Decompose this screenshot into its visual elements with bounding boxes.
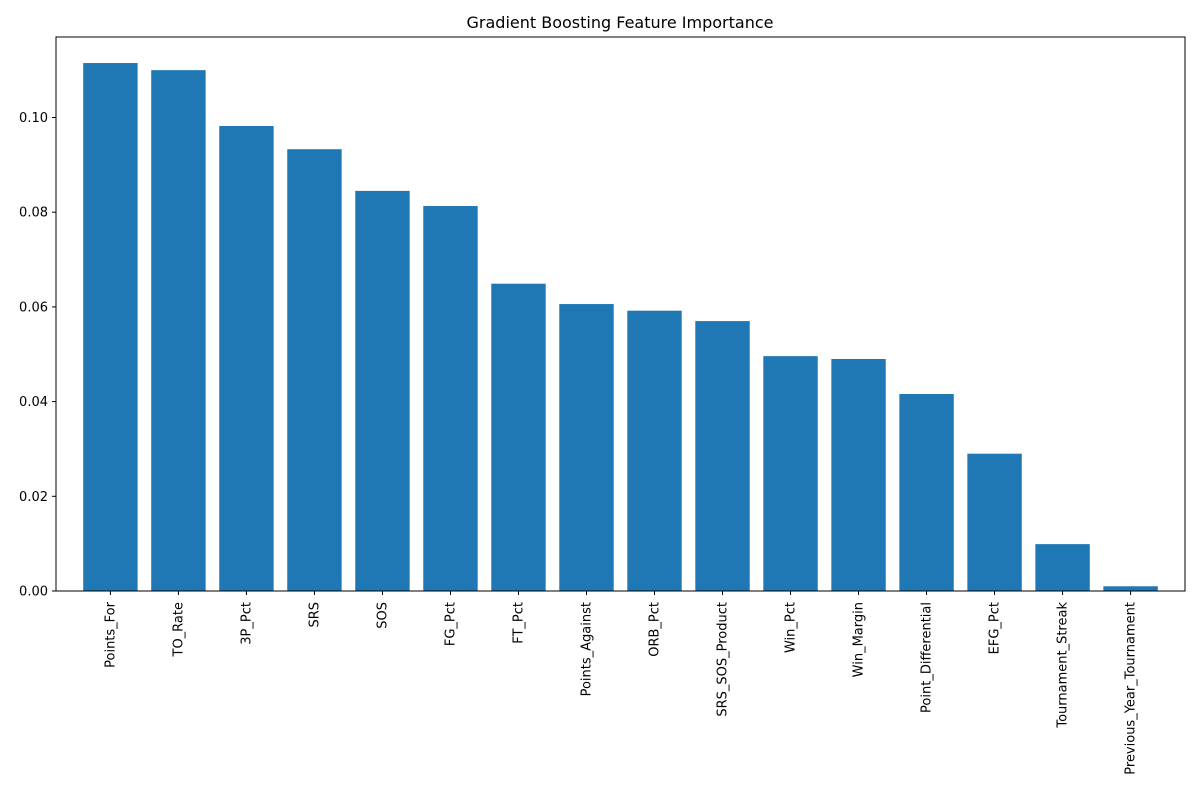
bars-layer xyxy=(83,63,1158,592)
y-tick-label: 0.02 xyxy=(19,490,48,505)
bar-3p-pct xyxy=(219,126,274,592)
x-tick-label: EFG_Pct xyxy=(988,602,1003,654)
y-tick-label: 0.08 xyxy=(19,206,48,221)
bar-fg-pct xyxy=(423,206,478,592)
x-tick-label: FG_Pct xyxy=(443,602,458,646)
x-tick-label: FT_Pct xyxy=(511,602,526,644)
chart-title: Gradient Boosting Feature Importance xyxy=(467,13,774,32)
x-tick-label: ORB_Pct xyxy=(648,602,663,657)
x-tick-label: Point_Differential xyxy=(920,602,935,713)
x-tick-label: Tournament_Streak xyxy=(1056,602,1071,729)
y-tick-label: 0.00 xyxy=(19,585,48,600)
bar-points-for xyxy=(83,63,138,592)
bar-points-against xyxy=(559,304,614,591)
bar-win-margin xyxy=(831,358,886,591)
x-tick-label: SRS_SOS_Product xyxy=(716,602,731,717)
bar-ft-pct xyxy=(491,283,546,591)
x-tick-label: SRS xyxy=(307,602,322,628)
bar-efg-pct xyxy=(967,453,1022,591)
x-tick-label: TO_Rate xyxy=(171,602,186,657)
y-axis: 0.00 0.02 0.04 0.06 0.08 0.10 xyxy=(19,111,56,600)
plot-frame xyxy=(55,36,1186,592)
x-tick-label: Points_Against xyxy=(579,602,594,696)
bar-point-differential xyxy=(899,394,954,591)
bar-to-rate xyxy=(151,70,206,591)
bar-sos xyxy=(355,190,410,591)
y-tick-label: 0.10 xyxy=(19,111,48,126)
y-tick-label: 0.06 xyxy=(19,300,48,315)
x-axis: Points_For TO_Rate 3P_Pct SRS SOS FG_Pct FT_Pc… xyxy=(103,591,1139,775)
x-tick-label: Points_For xyxy=(103,601,118,668)
x-tick-label: Previous_Year_Tournament xyxy=(1124,602,1139,775)
x-tick-label: Win_Margin xyxy=(852,602,867,677)
bar-srs-sos-product xyxy=(695,321,750,591)
bar-srs xyxy=(287,149,342,591)
bar-orb-pct xyxy=(627,310,682,591)
bar-previous-year-tournament xyxy=(1103,586,1158,591)
bar-win-pct xyxy=(763,356,818,591)
x-tick-label: 3P_Pct xyxy=(239,602,254,645)
bar-tournament-streak xyxy=(1035,544,1090,591)
x-tick-label: Win_Pct xyxy=(784,602,799,653)
x-tick-label: SOS xyxy=(375,602,390,629)
y-tick-label: 0.04 xyxy=(19,395,48,410)
